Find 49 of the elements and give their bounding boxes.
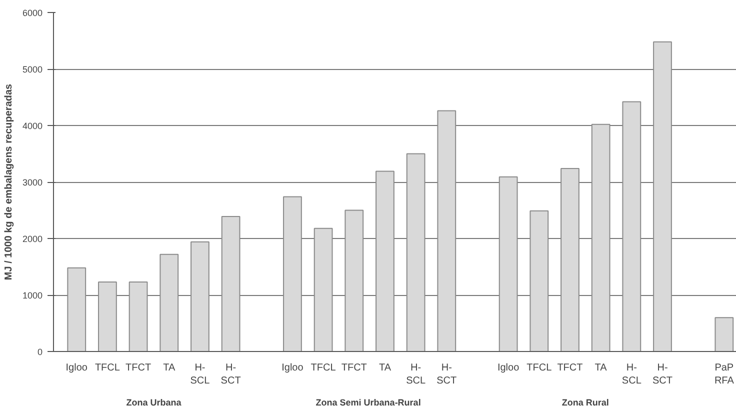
x-tick-label: PaP RFA bbox=[714, 362, 734, 387]
x-tick-label: Igloo bbox=[66, 362, 88, 374]
bar bbox=[314, 228, 333, 352]
x-tick-label: TA bbox=[594, 362, 608, 374]
bar bbox=[376, 170, 394, 352]
x-tick-label: TFCL bbox=[94, 362, 120, 374]
bar bbox=[283, 196, 302, 352]
x-tick-label: TA bbox=[378, 362, 392, 374]
bar bbox=[160, 254, 179, 352]
x-tick-label: H- SCT bbox=[652, 362, 672, 387]
x-tick-label: H- SCT bbox=[436, 362, 457, 387]
y-tick-label: 5000 bbox=[22, 64, 43, 74]
x-tick-label: H- SCL bbox=[190, 362, 210, 387]
bar bbox=[128, 282, 148, 352]
bar bbox=[190, 241, 210, 352]
x-tick-label: TFCL bbox=[526, 362, 552, 374]
x-tick-label: H- SCL bbox=[406, 362, 426, 387]
y-axis-title: MJ / 1000 kg de embalagens recuperadas bbox=[3, 83, 14, 280]
bar bbox=[653, 41, 672, 352]
x-tick-label: Igloo bbox=[497, 362, 520, 374]
y-tick-label: 0 bbox=[37, 347, 43, 357]
x-tick-label: H- SCT bbox=[220, 362, 241, 387]
bar bbox=[98, 282, 117, 352]
bar bbox=[437, 110, 456, 352]
bar bbox=[560, 168, 580, 352]
bar bbox=[67, 267, 86, 352]
x-tick-label: TFCL bbox=[310, 362, 336, 374]
x-tick-label: Igloo bbox=[282, 362, 304, 374]
x-tick-label: TFCT bbox=[341, 362, 367, 374]
bar bbox=[406, 153, 426, 352]
bar bbox=[591, 124, 610, 352]
text: Zona Rural bbox=[562, 398, 609, 408]
bar bbox=[221, 216, 240, 352]
y-tick-label: 2000 bbox=[22, 234, 43, 244]
bar bbox=[344, 210, 364, 352]
x-tick-label: H- SCL bbox=[622, 362, 642, 387]
bar bbox=[714, 317, 734, 352]
x-tick-label: TA bbox=[163, 362, 176, 374]
y-tick-label: 3000 bbox=[22, 178, 43, 188]
bar bbox=[530, 210, 549, 352]
y-tick-label: 6000 bbox=[22, 8, 43, 18]
y-tick-label: 4000 bbox=[22, 121, 43, 131]
text: Zona Semi Urbana-Rural bbox=[316, 398, 421, 408]
bar bbox=[622, 101, 642, 352]
y-tick-label: 1000 bbox=[22, 290, 43, 300]
text: Zona Urbana bbox=[126, 398, 182, 408]
x-tick-label: TFCT bbox=[557, 362, 583, 374]
x-tick-label: TFCT bbox=[126, 362, 152, 374]
bar bbox=[498, 176, 518, 352]
